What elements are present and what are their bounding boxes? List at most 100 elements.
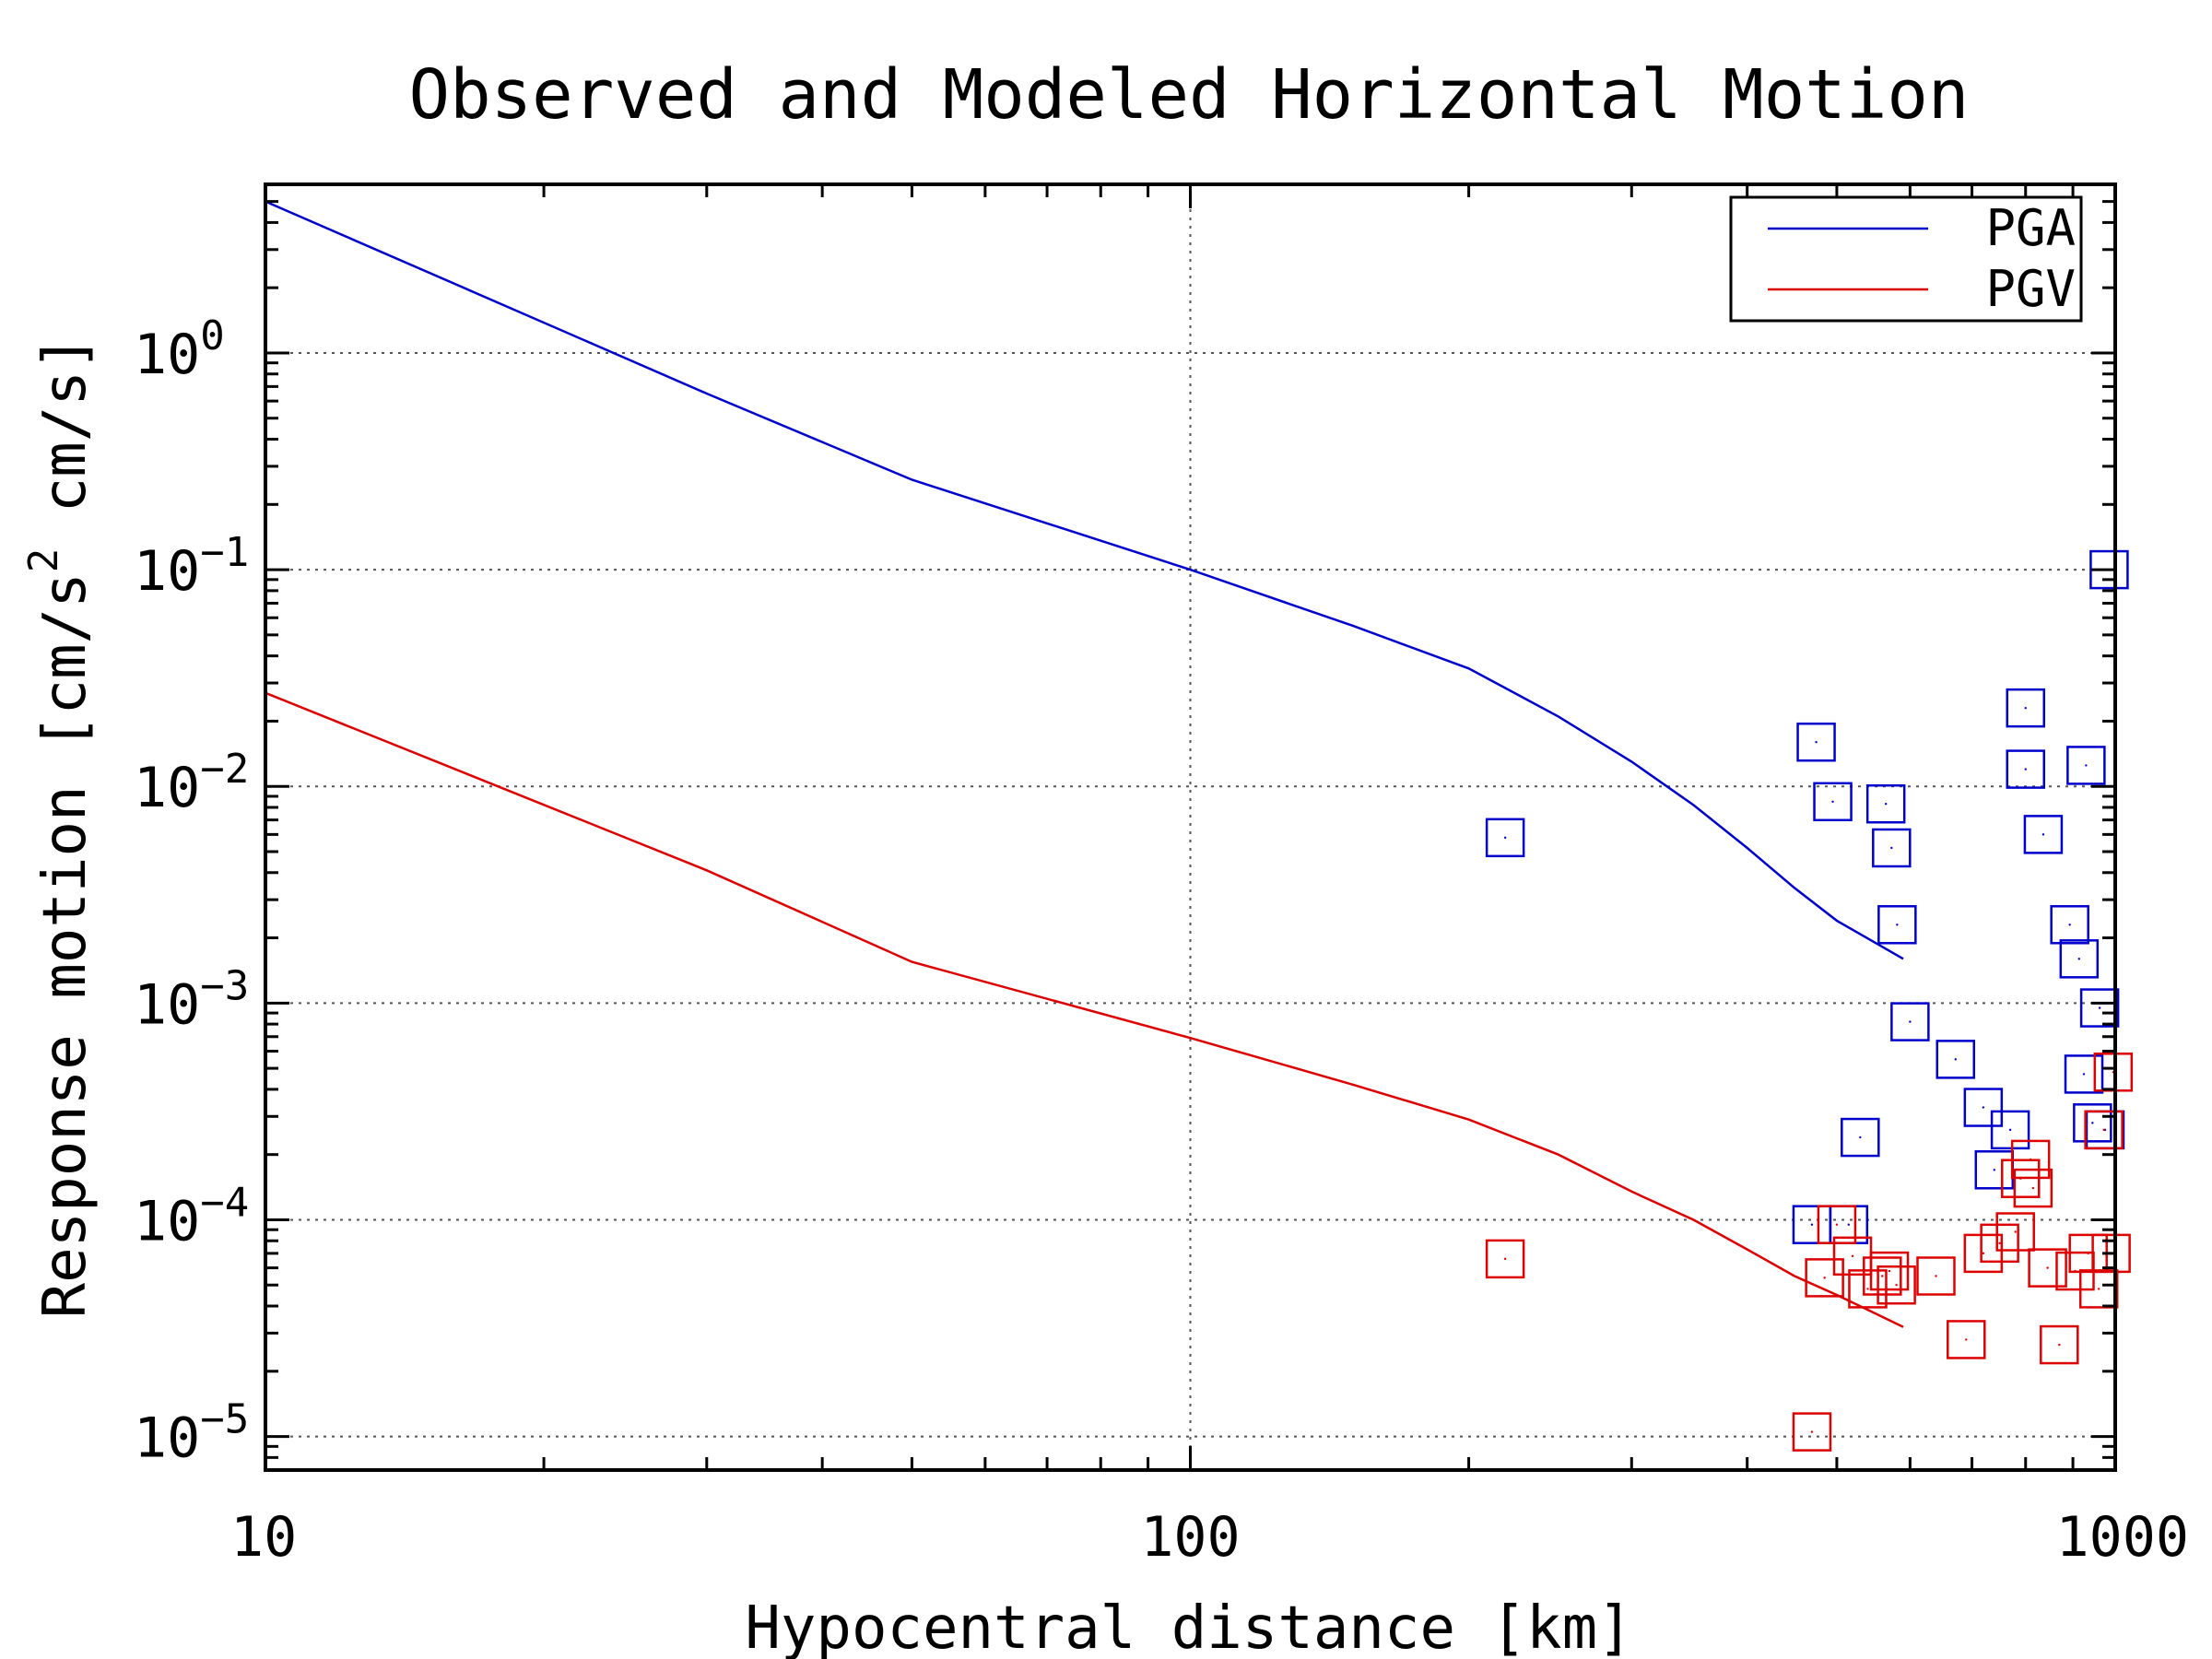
- data-point-center-pgv: [1835, 1223, 1839, 1226]
- data-point-pgv: [1877, 1265, 1916, 1305]
- y-tick-label: 10−2: [134, 746, 249, 820]
- data-point-pgv: [2091, 1233, 2131, 1274]
- data-point-center-pgv: [1895, 1284, 1898, 1287]
- y-tick-label-base: 10: [134, 756, 200, 820]
- data-point-center-pgv: [2014, 1230, 2017, 1233]
- data-point-pga: [1796, 722, 1836, 762]
- data-point-pga: [2023, 815, 2064, 854]
- data-point-pga: [1813, 782, 1853, 822]
- data-point-pga: [2089, 549, 2129, 590]
- y-axis-label: Response motion [cm/s2 cm/s]: [20, 335, 100, 1319]
- data-point-pgv: [1792, 1412, 1832, 1452]
- data-point-pga: [1963, 1088, 2004, 1127]
- data-point-center-pgv: [1935, 1275, 1937, 1277]
- data-point-center-pga: [1993, 1169, 1995, 1171]
- data-point-pgv: [1817, 1205, 1857, 1244]
- data-point-center-pga: [1831, 800, 1834, 804]
- data-point-center-pga: [1815, 741, 1818, 744]
- y-tick-label-exponent: 0: [200, 312, 225, 359]
- data-point-pgv: [1947, 1320, 1986, 1359]
- y-axis-label-exponent: 2: [20, 548, 67, 573]
- y-tick-label: 10−5: [134, 1396, 249, 1471]
- data-point-pgv: [1805, 1258, 1844, 1298]
- data-point-pga: [1890, 1002, 1930, 1041]
- data-point-center-pgv: [1503, 1257, 1507, 1261]
- data-point-pgv: [1869, 1251, 1910, 1291]
- data-point-pgv: [2084, 1110, 2124, 1150]
- legend-label-pga: PGA: [1985, 199, 2076, 257]
- data-point-center-pgv: [1810, 1430, 1814, 1433]
- legend-label-pgv: PGV: [1985, 260, 2076, 318]
- data-point-pga: [2073, 1103, 2112, 1143]
- y-tick-label-base: 10: [134, 539, 200, 604]
- chart-title: Observed and Modeled Horizontal Motion: [409, 55, 1970, 135]
- y-tick-label: 10−1: [134, 529, 249, 604]
- data-point-pga: [1990, 1110, 2030, 1150]
- data-point-pgv: [2040, 1324, 2079, 1365]
- data-point-pga: [2059, 939, 2100, 979]
- series-line-pgv: [265, 691, 1904, 1328]
- y-tick-label-exponent: −4: [200, 1179, 249, 1226]
- data-point-center-pga: [1909, 1020, 1912, 1023]
- data-point-pgv: [1916, 1256, 1956, 1296]
- data-point-pga: [1792, 1205, 1832, 1244]
- y-tick-label-base: 10: [134, 1189, 200, 1253]
- data-point-center-pga: [2077, 958, 2081, 960]
- data-point-pga: [1872, 828, 1912, 868]
- data-point-pgv: [1863, 1256, 1902, 1296]
- y-axis-label-main: Response motion [cm/s: [31, 572, 100, 1318]
- y-tick-label: 100: [134, 312, 225, 387]
- data-point-center-pga: [1884, 803, 1888, 806]
- data-point-center-pgv: [1866, 1288, 1869, 1290]
- data-point-center-pga: [2024, 768, 2027, 771]
- y-tick-label: 10−3: [134, 962, 249, 1037]
- data-point-pga: [1865, 783, 1906, 824]
- data-point-pgv: [2010, 1139, 2051, 1180]
- data-point-center-pga: [1896, 924, 1899, 926]
- data-point-pgv: [1963, 1233, 2004, 1274]
- data-point-center-pgv: [1888, 1269, 1891, 1273]
- y-tick-label-exponent: −2: [200, 746, 249, 793]
- y-tick-label-exponent: −5: [200, 1396, 249, 1443]
- data-point-pgv: [2078, 1269, 2119, 1309]
- x-tick-label: 100: [1140, 1505, 1240, 1570]
- data-point-center-pga: [1859, 1135, 1862, 1139]
- data-point-center-pgv: [2087, 1252, 2089, 1255]
- x-axis-label: Hypocentral distance [km]: [745, 1594, 1632, 1659]
- data-point-pgv: [1485, 1239, 1525, 1279]
- data-point-center-pgv: [1998, 1241, 2001, 1245]
- data-point-pga: [2079, 988, 2120, 1028]
- data-point-pga: [2064, 1054, 2104, 1094]
- data-point-pgv: [2013, 1168, 2053, 1208]
- data-point-center-pgv: [2031, 1186, 2035, 1190]
- legend-box: [1729, 195, 2083, 323]
- data-point-center-pgv: [1851, 1254, 1854, 1258]
- data-point-center-pga: [1810, 1223, 1814, 1226]
- series-layer: [265, 200, 2134, 1452]
- data-point-center-pga: [1847, 1223, 1850, 1226]
- data-point-pga: [2066, 746, 2106, 785]
- data-point-center-pga: [1982, 1106, 1985, 1109]
- data-point-center-pgv: [2029, 1158, 2032, 1161]
- y-axis-label-tail: cm/s]: [31, 335, 100, 548]
- data-point-center-pgv: [2046, 1266, 2049, 1269]
- data-point-center-pga: [2008, 1128, 2012, 1132]
- data-point-pga: [1936, 1040, 1976, 1079]
- series-line-pga: [265, 200, 1904, 960]
- data-point-center-pga: [2098, 1006, 2101, 1009]
- y-tick-label: 10−4: [134, 1179, 249, 1253]
- data-point-center-pgv: [2098, 1288, 2100, 1290]
- y-tick-label-base: 10: [134, 972, 200, 1037]
- data-point-center-pgv: [2058, 1343, 2061, 1347]
- y-tick-label-base: 10: [134, 323, 200, 387]
- data-point-center-pga: [2041, 833, 2045, 836]
- y-tick-label-exponent: −3: [200, 962, 249, 1009]
- data-point-pgv: [1995, 1212, 2035, 1252]
- data-point-center-pga: [2068, 924, 2071, 926]
- data-point-center-pgv: [2102, 1128, 2105, 1132]
- data-point-center-pga: [1890, 846, 1893, 850]
- data-point-pga: [2006, 749, 2046, 789]
- data-point-pga: [1841, 1117, 1880, 1158]
